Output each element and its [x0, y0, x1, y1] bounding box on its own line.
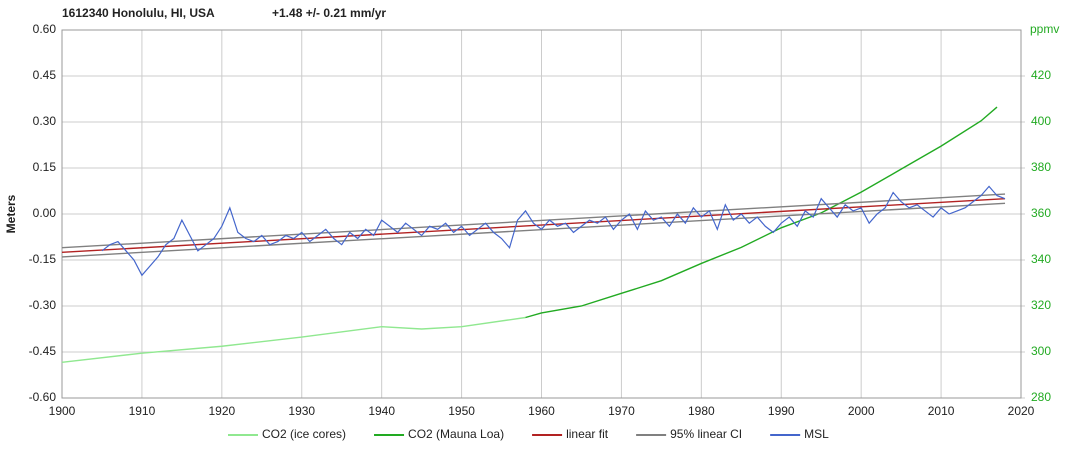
x-tick-label: 1950	[448, 404, 475, 418]
y-tick-label: -0.60	[29, 390, 57, 404]
x-tick-label: 1930	[288, 404, 315, 418]
y-tick-label: 0.60	[33, 22, 57, 36]
y-axis-label: Meters	[4, 194, 18, 233]
y2-tick-label: 380	[1031, 160, 1051, 174]
x-tick-label: 1960	[528, 404, 555, 418]
legend-label: CO2 (ice cores)	[262, 427, 346, 441]
x-tick-label: 2020	[1008, 404, 1035, 418]
legend-label: MSL	[804, 427, 829, 441]
y2-tick-label: 300	[1031, 344, 1051, 358]
y-tick-label: -0.45	[29, 344, 57, 358]
series-line	[525, 106, 998, 319]
x-tick-label: 1940	[368, 404, 395, 418]
y-tick-label: -0.15	[29, 252, 57, 266]
series-line	[61, 202, 1006, 258]
series-line	[61, 197, 1006, 254]
x-tick-label: 1920	[208, 404, 235, 418]
series-line	[101, 185, 1006, 277]
legend-label: linear fit	[566, 427, 609, 441]
x-tick-label: 1990	[768, 404, 795, 418]
y-tick-label: 0.00	[33, 206, 57, 220]
y-tick-label: -0.30	[29, 298, 57, 312]
y2-tick-label: 400	[1031, 114, 1051, 128]
y2-tick-label: 320	[1031, 298, 1051, 312]
y-tick-label: 0.30	[33, 114, 57, 128]
series-line	[61, 316, 526, 364]
legend-label: 95% linear CI	[670, 427, 742, 441]
y2-tick-label: 340	[1031, 252, 1051, 266]
chart-subtitle: +1.48 +/- 0.21 mm/yr	[272, 6, 386, 20]
x-tick-label: 1910	[129, 404, 156, 418]
plot-frame	[61, 29, 1022, 399]
x-tick-label: 1900	[49, 404, 76, 418]
x-tick-label: 2010	[928, 404, 955, 418]
y-tick-label: 0.15	[33, 160, 57, 174]
x-tick-label: 1970	[608, 404, 635, 418]
y2-tick-label: 420	[1031, 68, 1051, 82]
y2-tick-label: 280	[1031, 390, 1051, 404]
chart-title: 1612340 Honolulu, HI, USA	[62, 6, 215, 20]
y-tick-label: 0.45	[33, 68, 57, 82]
legend-label: CO2 (Mauna Loa)	[408, 427, 504, 441]
x-tick-label: 2000	[848, 404, 875, 418]
y2-tick-label: 360	[1031, 206, 1051, 220]
y2-axis-label: ppmv	[1030, 22, 1059, 36]
x-tick-label: 1980	[688, 404, 715, 418]
series-line	[61, 193, 1006, 249]
